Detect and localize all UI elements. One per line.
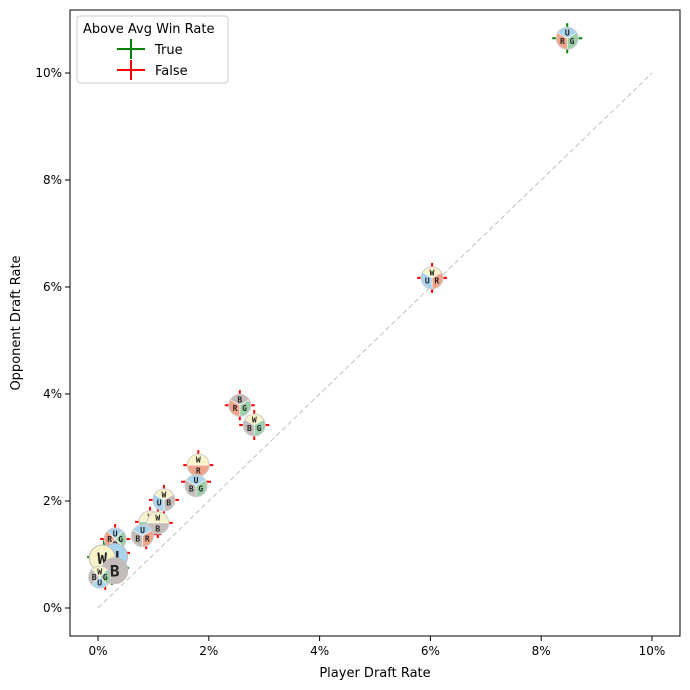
marker-outline bbox=[184, 474, 208, 498]
color-letter: U bbox=[565, 29, 570, 38]
marker-outline bbox=[242, 413, 266, 437]
data-point: WR bbox=[186, 453, 210, 477]
y-tick-label: 2% bbox=[43, 494, 62, 508]
y-tick-label: 4% bbox=[43, 387, 62, 401]
color-letter: W bbox=[97, 549, 107, 568]
x-tick-label: 8% bbox=[532, 644, 551, 658]
marker-outline bbox=[420, 266, 444, 290]
y-axis-label: Opponent Draft Rate bbox=[9, 255, 24, 390]
y-tick-label: 0% bbox=[43, 601, 62, 615]
color-letter: W bbox=[155, 513, 160, 522]
color-letter: B bbox=[135, 534, 140, 543]
color-letter: R bbox=[233, 404, 238, 413]
x-tick-label: 4% bbox=[310, 644, 329, 658]
color-letter: U bbox=[425, 277, 430, 286]
data-point: URB bbox=[131, 524, 155, 548]
marker-outline bbox=[146, 511, 170, 535]
color-letter: G bbox=[570, 37, 575, 46]
color-letter: W bbox=[162, 490, 167, 499]
y-tick-label: 10% bbox=[35, 66, 62, 80]
data-point: UGB bbox=[184, 474, 208, 498]
data-point: WBU bbox=[152, 488, 176, 512]
color-letter: G bbox=[242, 404, 247, 413]
color-letter: B bbox=[155, 524, 160, 533]
color-letter: R bbox=[560, 37, 565, 46]
data-point: UGR bbox=[555, 26, 579, 50]
color-letter: B bbox=[189, 484, 194, 493]
color-letter: G bbox=[257, 424, 262, 433]
data-point: WRU bbox=[420, 266, 444, 290]
legend-label: False bbox=[155, 64, 188, 79]
y-tick-label: 6% bbox=[43, 280, 62, 294]
color-letter: R bbox=[196, 467, 201, 476]
color-letter: R bbox=[145, 534, 150, 543]
color-letter: B bbox=[92, 573, 97, 582]
marker-outline bbox=[152, 488, 176, 512]
color-letter: U bbox=[157, 499, 162, 508]
color-letter: W bbox=[430, 268, 435, 277]
plot-area bbox=[69, 9, 681, 637]
color-letter: U bbox=[113, 529, 118, 538]
x-tick-label: 2% bbox=[199, 644, 218, 658]
legend-label: True bbox=[154, 43, 183, 58]
color-letter: U bbox=[140, 526, 145, 535]
color-letter: B bbox=[110, 562, 120, 581]
color-letter: B bbox=[237, 396, 242, 405]
data-point: WGB bbox=[242, 413, 266, 437]
x-tick-label: 0% bbox=[88, 644, 107, 658]
color-letter: B bbox=[247, 424, 252, 433]
color-letter: G bbox=[103, 573, 108, 582]
x-tick-label: 10% bbox=[639, 644, 666, 658]
color-letter: U bbox=[97, 579, 102, 588]
color-letter: W bbox=[196, 456, 201, 465]
color-letter: G bbox=[118, 535, 123, 544]
legend-title: Above Avg Win Rate bbox=[83, 22, 215, 37]
color-letter: R bbox=[434, 277, 439, 286]
marker-outline bbox=[88, 565, 112, 589]
color-letter: U bbox=[194, 476, 199, 485]
x-tick-label: 6% bbox=[421, 644, 440, 658]
color-letter: W bbox=[252, 416, 257, 425]
x-axis-label: Player Draft Rate bbox=[319, 666, 430, 681]
color-letter: R bbox=[107, 535, 112, 544]
marker-outline bbox=[228, 393, 252, 417]
data-point: BGR bbox=[228, 393, 252, 417]
marker-outline bbox=[131, 524, 155, 548]
marker-outline bbox=[555, 26, 579, 50]
color-letter: G bbox=[198, 484, 203, 493]
color-letter: W bbox=[97, 568, 102, 577]
reference-line bbox=[97, 72, 653, 609]
color-letter: B bbox=[166, 499, 171, 508]
legend: Above Avg Win Rate True False bbox=[76, 15, 229, 84]
y-tick-label: 8% bbox=[43, 173, 62, 187]
